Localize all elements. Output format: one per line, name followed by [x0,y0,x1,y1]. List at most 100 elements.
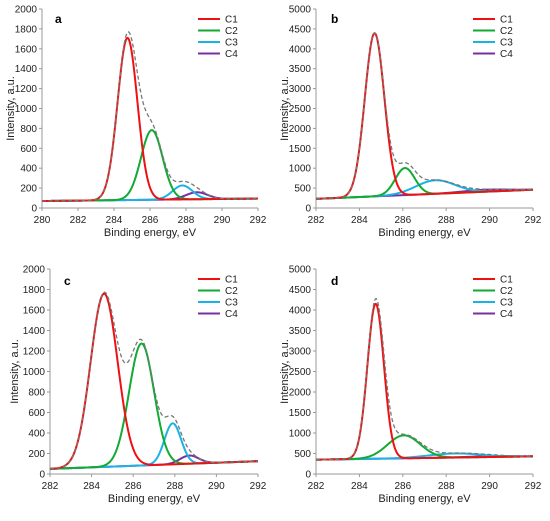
y-tick-label: 4500 [289,24,312,35]
legend-label: C4 [500,309,513,320]
panel-c: 0 200 400 600 800 1000 1200 1400 1600 1800 2000 282… [9,265,267,506]
y-tick-label: 1000 [289,429,312,440]
x-tick-label: 286 [394,481,411,492]
y-tick-label: 3500 [289,326,312,337]
panel-a: 0 200 400 600 800 1000 1200 1400 1600 1800 2000 280… [5,5,267,240]
legend-label: C2 [500,286,513,297]
y-axis-title: Intensity, a.u. [5,76,17,141]
y-tick-label: 500 [294,184,311,195]
y-tick-label: 2000 [15,5,38,16]
x-tick-label: 282 [308,215,325,226]
x-tick-label: 288 [166,481,183,492]
x-tick-label: 284 [83,481,100,492]
x-tick-label: 284 [351,481,368,492]
legend-label: C4 [225,49,238,60]
legend-label: C4 [225,309,238,320]
x-tick-label: 286 [142,215,159,226]
x-tick-label: 282 [42,481,59,492]
y-tick-label: 1000 [289,164,312,175]
y-tick-label: 200 [20,184,37,195]
y-tick-label: 4000 [289,44,312,55]
legend-label: C3 [500,38,513,49]
y-tick-label: 1800 [23,285,46,296]
x-tick-label: 288 [178,215,195,226]
panel-label: c [64,274,71,288]
y-tick-label: 2000 [23,265,46,276]
x-tick-label: 284 [351,215,368,226]
x-tick-label: 286 [125,481,142,492]
panel-label: d [331,274,338,288]
y-tick-label: 200 [28,449,45,460]
y-tick-label: 0 [305,204,311,215]
y-tick-label: 0 [305,470,311,481]
legend-label: C2 [500,26,513,37]
envelope-line [315,32,534,200]
x-tick-label: 290 [214,215,231,226]
y-tick-label: 500 [294,449,311,460]
y-axis-title: Intensity, a.u. [279,339,291,404]
x-tick-label: 280 [34,215,51,226]
y-tick-label: 0 [39,470,45,481]
y-tick-label: 1600 [15,44,38,55]
x-axis-title: Binding energy, eV [108,493,201,505]
legend-label: C1 [500,15,513,26]
y-tick-label: 1500 [289,144,312,155]
y-tick-label: 800 [28,388,45,399]
legend-label: C2 [225,286,238,297]
legend-label: C1 [225,15,238,26]
y-tick-label: 2500 [289,367,312,378]
x-tick-label: 292 [525,215,542,226]
legend-label: C3 [225,38,238,49]
y-tick-label: 600 [20,144,37,155]
y-tick-label: 1200 [15,84,38,95]
x-tick-label: 288 [438,215,455,226]
legend-label: C1 [225,275,238,286]
panel-label: a [55,12,62,26]
y-tick-label: 1400 [23,326,46,337]
x-tick-label: 282 [70,215,87,226]
legend-label: C4 [500,49,513,60]
y-tick-label: 1600 [23,306,46,317]
y-tick-label: 800 [20,124,37,135]
y-tick-label: 1400 [15,64,38,75]
envelope-line [315,297,533,461]
legend-label: C3 [500,298,513,309]
y-tick-label: 400 [28,429,45,440]
legend-label: C1 [500,275,513,286]
x-tick-label: 284 [106,215,123,226]
x-tick-label: 292 [250,481,267,492]
y-tick-label: 1000 [23,367,46,378]
x-tick-label: 288 [438,481,455,492]
panel-d: 0 500 1000 1500 2000 2500 3000 3500 4000 4500 5000… [279,265,542,506]
y-tick-label: 5000 [289,265,312,276]
x-axis-title: Binding energy, eV [104,227,197,239]
x-axis-title: Binding energy, eV [378,227,471,239]
panel-b: 0 500 1000 1500 2000 2500 3000 3500 4000 4500 5000… [279,5,542,240]
y-tick-label: 2500 [289,104,312,115]
x-tick-label: 292 [525,481,542,492]
x-tick-label: 290 [208,481,225,492]
legend-label: C2 [225,26,238,37]
x-tick-label: 290 [481,481,498,492]
y-tick-label: 0 [31,204,37,215]
y-tick-label: 4000 [289,306,312,317]
series-c2-line [41,129,259,203]
x-axis-title: Binding energy, eV [378,493,471,505]
envelope-line [49,291,259,470]
legend-label: C3 [225,298,238,309]
y-tick-label: 1800 [15,24,38,35]
y-axis-title: Intensity, a.u. [9,339,21,404]
y-tick-label: 4500 [289,285,312,296]
y-tick-label: 1200 [23,347,46,358]
y-tick-label: 2000 [289,124,312,135]
x-tick-label: 290 [481,215,498,226]
y-tick-label: 600 [28,408,45,419]
y-tick-label: 1500 [289,408,312,419]
y-tick-label: 3500 [289,64,312,75]
y-tick-label: 5000 [289,5,312,16]
